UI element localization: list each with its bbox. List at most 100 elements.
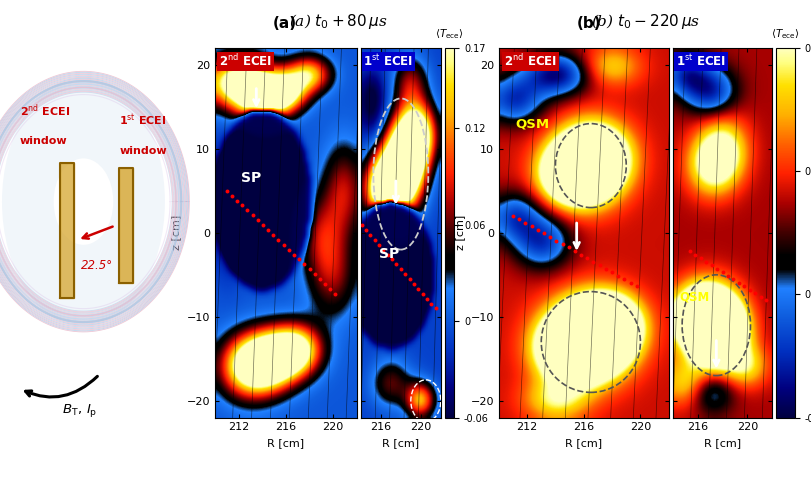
Text: window: window [119,145,167,156]
Text: $\langle T_{\rm ece}\rangle$: $\langle T_{\rm ece}\rangle$ [771,27,800,41]
Point [531,226,544,234]
Point [618,275,631,283]
Text: 2$^{\rm nd}$ ECEI: 2$^{\rm nd}$ ECEI [20,102,71,119]
Point [377,246,390,253]
Point [562,244,575,252]
Point [630,282,643,290]
Point [606,268,619,276]
Point [519,219,532,227]
Ellipse shape [54,158,114,245]
Point [738,282,751,290]
Point [355,221,368,229]
Text: 2$^{\rm nd}$ ECEI: 2$^{\rm nd}$ ECEI [219,54,272,70]
Point [694,254,707,262]
Point [513,216,526,223]
Point [569,247,581,255]
Point [611,272,624,279]
Text: 1$^{\rm st}$ ECEI: 1$^{\rm st}$ ECEI [119,112,167,128]
Point [241,206,254,214]
Point [581,254,594,262]
Point [749,289,762,297]
Point [429,304,442,312]
X-axis label: R [cm]: R [cm] [704,438,741,448]
Point [710,264,723,272]
Text: QSM: QSM [679,290,710,303]
Y-axis label: z [cm]: z [cm] [171,215,181,251]
Polygon shape [119,168,133,283]
Text: 2$^{\rm nd}$ ECEI: 2$^{\rm nd}$ ECEI [504,54,557,70]
Text: (a): (a) [273,16,298,31]
Point [251,216,264,224]
Point [689,251,702,258]
Text: SP: SP [241,171,261,185]
Point [329,290,342,298]
Point [364,231,377,239]
Point [385,255,398,263]
Point [319,280,332,288]
Point [732,279,745,287]
Point [262,226,275,234]
Point [236,202,249,209]
Point [706,261,719,269]
Point [593,261,606,269]
Point [550,237,563,244]
Polygon shape [60,163,74,298]
Point [324,285,337,293]
Point [599,264,612,272]
Point [716,268,729,276]
Point [506,212,519,220]
Point [556,240,569,248]
Point [727,275,740,283]
Text: SP: SP [379,247,399,261]
Text: (b): (b) [577,16,601,31]
Point [293,255,306,263]
Point [543,233,556,241]
Ellipse shape [2,77,165,326]
Point [700,258,713,265]
Point [225,192,238,200]
Point [277,241,290,249]
Point [282,246,295,253]
Point [624,279,637,287]
Point [303,265,316,273]
Point [754,293,767,300]
Point [425,300,438,307]
Point [298,261,311,268]
Point [421,295,434,302]
Point [368,236,381,244]
X-axis label: R [cm]: R [cm] [565,438,603,448]
Point [412,285,425,293]
Point [743,286,756,293]
Text: $\langle T_{\rm ece}\rangle$: $\langle T_{\rm ece}\rangle$ [436,27,464,41]
Text: 22.5°: 22.5° [81,259,114,272]
Point [390,261,403,268]
Text: 1$^{\rm st}$ ECEI: 1$^{\rm st}$ ECEI [363,54,414,69]
Point [359,226,372,234]
Point [267,231,280,239]
Text: QSM: QSM [516,118,550,131]
Point [575,251,588,258]
Point [407,280,420,288]
Text: window: window [20,136,67,146]
Point [760,296,773,304]
Point [403,275,416,283]
Point [587,258,600,265]
Point [246,212,259,219]
Point [399,270,412,278]
Point [525,223,538,230]
Point [308,270,321,278]
Point [372,241,385,249]
Point [230,197,243,204]
Point [381,251,394,258]
Point [416,290,429,298]
Text: (a) $t_0 + 80\,\mu$s: (a) $t_0 + 80\,\mu$s [289,12,388,31]
Text: 1$^{\rm st}$ ECEI: 1$^{\rm st}$ ECEI [676,54,726,69]
Point [272,236,285,244]
Point [313,275,326,283]
Point [256,221,269,229]
Point [394,265,407,273]
Point [722,272,735,279]
X-axis label: R [cm]: R [cm] [382,438,419,448]
Y-axis label: z [cm]: z [cm] [455,215,465,251]
Text: (b) $t_0 - 220\,\mu$s: (b) $t_0 - 220\,\mu$s [591,12,700,31]
